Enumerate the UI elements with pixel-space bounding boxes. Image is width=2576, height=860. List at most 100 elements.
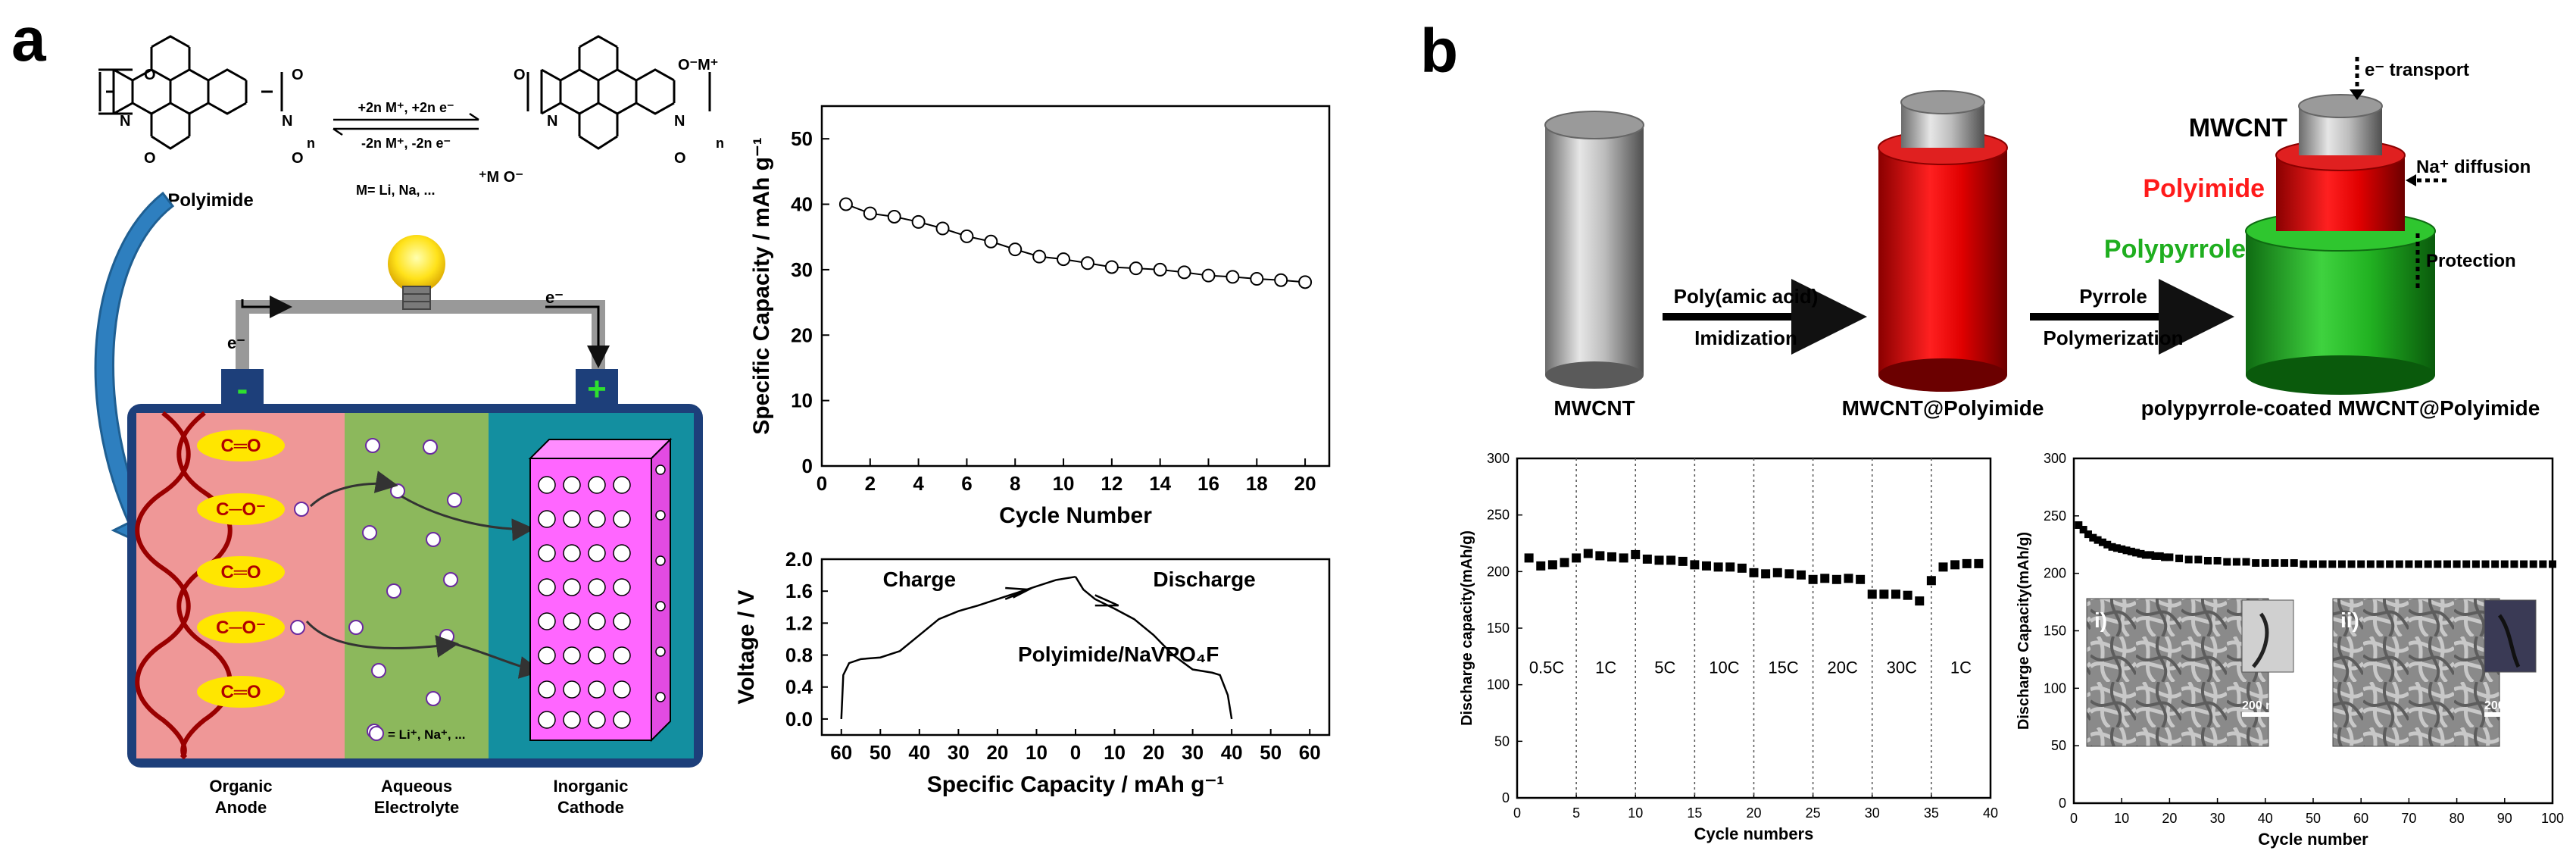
data-point bbox=[2203, 556, 2212, 564]
sem-label-ii: ii) bbox=[2340, 608, 2359, 632]
y-tick-label: 0 bbox=[802, 455, 813, 477]
data-point bbox=[2089, 533, 2097, 542]
subscript-n-left: n bbox=[307, 136, 315, 151]
data-point bbox=[2084, 530, 2092, 539]
data-point bbox=[2094, 536, 2102, 544]
data-point bbox=[911, 214, 926, 229]
x-tick-label: 60 bbox=[830, 741, 852, 764]
x-tick-label: 20 bbox=[1746, 805, 1761, 821]
data-point bbox=[2213, 556, 2222, 564]
group-label-2: C─O⁻ bbox=[216, 499, 266, 520]
rate-label: 0.5C bbox=[1529, 658, 1565, 677]
y-tick-label: 200 bbox=[1487, 564, 1510, 579]
rate-label: 1C bbox=[1950, 658, 1972, 677]
rate-label: 30C bbox=[1887, 658, 1917, 677]
mwcnt-cylinder bbox=[1544, 111, 1644, 389]
x-tick-label: 10 bbox=[1026, 741, 1048, 764]
x-tick-label: 0 bbox=[2070, 811, 2078, 826]
cathode-label-2: Cathode bbox=[557, 798, 624, 817]
discharge-curve bbox=[1074, 576, 1233, 720]
data-point bbox=[2500, 560, 2509, 568]
arrow2-top-label: Pyrrole bbox=[2079, 285, 2147, 308]
data-point bbox=[1201, 268, 1216, 283]
data-point bbox=[2443, 560, 2451, 568]
positive-sign: + bbox=[587, 371, 607, 408]
data-point bbox=[1631, 549, 1641, 559]
x-tick-label: 0 bbox=[1070, 741, 1081, 764]
data-point bbox=[1274, 273, 1288, 287]
data-point bbox=[1808, 574, 1818, 584]
data-point bbox=[2347, 560, 2356, 568]
data-point bbox=[1298, 275, 1313, 289]
x-tick-label: 2 bbox=[865, 472, 876, 495]
data-point bbox=[1642, 554, 1652, 564]
x-tick-label: 10 bbox=[2114, 811, 2129, 826]
y-axis-label: Discharge Capacity(mAh/g) bbox=[2016, 532, 2032, 730]
x-tick-label: 10 bbox=[1053, 472, 1075, 495]
x-tick-label: 70 bbox=[2401, 811, 2416, 826]
data-point bbox=[2510, 560, 2518, 568]
arrow1-top-label: Poly(amic acid) bbox=[1674, 285, 1819, 308]
y-tick-label: 10 bbox=[791, 389, 813, 412]
group-label-4: C─O⁻ bbox=[216, 618, 266, 638]
y-tick-label: 40 bbox=[791, 193, 813, 216]
y-tick-label: 50 bbox=[791, 127, 813, 150]
data-point bbox=[1772, 568, 1782, 577]
data-point bbox=[2141, 551, 2150, 559]
atom-o-minus-m: O⁻M⁺ bbox=[678, 57, 718, 73]
current-arrow-left bbox=[241, 296, 292, 318]
data-point bbox=[1654, 555, 1664, 565]
data-point bbox=[984, 234, 998, 249]
polyimide-label: Polyimide bbox=[167, 190, 253, 211]
data-point bbox=[2261, 559, 2269, 568]
plot-frame bbox=[820, 105, 1331, 468]
x-axis-label: Specific Capacity / mAh g⁻¹ bbox=[927, 772, 1225, 797]
data-point bbox=[2318, 560, 2327, 568]
data-point bbox=[2549, 560, 2556, 568]
y-axis-label: Discharge capacity(mAh/g) bbox=[1459, 530, 1475, 726]
atom-o-2: O bbox=[292, 67, 304, 83]
y-tick-label: 100 bbox=[2044, 680, 2066, 696]
atom-o-5: O bbox=[514, 67, 526, 83]
data-point bbox=[2520, 560, 2528, 568]
y-axis-label: Voltage / V bbox=[734, 589, 759, 704]
data-point bbox=[1226, 270, 1240, 284]
electrolyte-label-2: Electrolyte bbox=[374, 798, 460, 817]
x-axis-label: Cycle number bbox=[2258, 830, 2368, 849]
data-point bbox=[2328, 560, 2337, 568]
y-tick-label: 250 bbox=[2044, 508, 2066, 524]
chart-long-cycling: 0 10 20 30 40 50 60 70 80 90 100 0 50 100 150 200 250 300… bbox=[2016, 451, 2564, 849]
x-tick-label: 60 bbox=[2353, 811, 2368, 826]
y-tick-label: 250 bbox=[1487, 508, 1510, 523]
x-tick-label: 40 bbox=[1983, 805, 1998, 821]
data-point bbox=[2357, 560, 2365, 568]
data-point bbox=[2337, 560, 2346, 568]
data-point bbox=[2132, 549, 2140, 557]
electron-transport-arrow bbox=[2350, 89, 2365, 100]
x-tick-label: 30 bbox=[1182, 741, 1204, 764]
data-point bbox=[887, 209, 901, 224]
ion-definition: M= Li, Na, ... bbox=[356, 183, 436, 198]
x-tick-label: 4 bbox=[913, 472, 924, 495]
x-tick-label: 40 bbox=[2258, 811, 2273, 826]
atom-m-o-minus: ⁺M O⁻ bbox=[479, 169, 523, 186]
data-point bbox=[2453, 560, 2461, 568]
data-point bbox=[2405, 560, 2413, 568]
data-point bbox=[1737, 563, 1747, 573]
battery-diagram: e⁻ e⁻ - + C═O C─O⁻ C═O C─O⁻ C═O bbox=[127, 235, 703, 768]
x-tick-label: 6 bbox=[961, 472, 972, 495]
x-tick-label: 25 bbox=[1806, 805, 1821, 821]
atom-n-4: N bbox=[674, 113, 685, 130]
data-point bbox=[1032, 249, 1047, 264]
cathode-label-1: Inorganic bbox=[553, 777, 628, 796]
x-tick-label: 40 bbox=[1221, 741, 1243, 764]
data-point bbox=[2376, 560, 2384, 568]
atom-o-1: O bbox=[144, 67, 156, 83]
group-label-1: C═O bbox=[220, 436, 261, 456]
data-point bbox=[2098, 538, 2106, 546]
anode-label-1: Organic bbox=[209, 777, 272, 796]
y-tick-label: 0.0 bbox=[785, 708, 813, 730]
atom-o-6: O bbox=[674, 150, 686, 167]
x-tick-label: 20 bbox=[1294, 472, 1316, 495]
